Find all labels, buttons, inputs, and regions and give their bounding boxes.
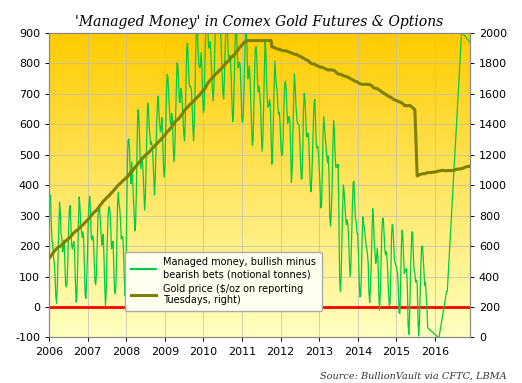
Text: Source: BullionVault via CFTC, LBMA: Source: BullionVault via CFTC, LBMA bbox=[319, 372, 506, 381]
Title: 'Managed Money' in Comex Gold Futures & Options: 'Managed Money' in Comex Gold Futures & … bbox=[75, 15, 444, 29]
Legend: Managed money, bullish minus
bearish bets (notional tonnes), Gold price ($/oz on: Managed money, bullish minus bearish bet… bbox=[125, 252, 322, 311]
